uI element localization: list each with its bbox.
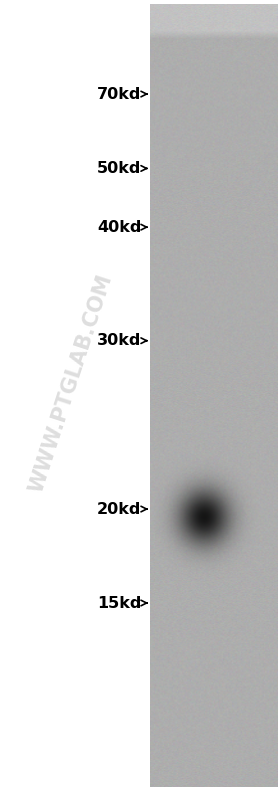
Text: 50kd: 50kd [97,161,141,176]
Text: 40kd: 40kd [97,220,141,235]
Text: 70kd: 70kd [97,86,141,101]
Text: 30kd: 30kd [97,333,141,348]
Text: 20kd: 20kd [97,502,141,516]
Text: 15kd: 15kd [97,595,141,610]
Text: WWW.PTGLAB.COM: WWW.PTGLAB.COM [27,272,116,495]
